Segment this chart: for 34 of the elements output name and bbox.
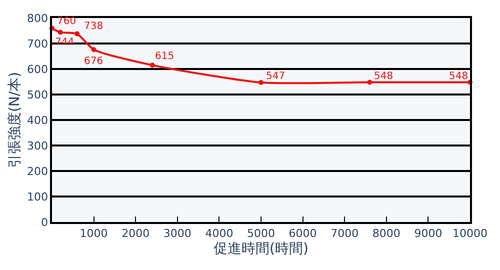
point bbox=[74, 31, 80, 36]
x-tick-label: 5000 bbox=[247, 226, 275, 240]
x-tick-label: 7000 bbox=[330, 226, 359, 240]
data-label: 676 bbox=[84, 56, 104, 67]
y-axis-title: 引張強度(N/本) bbox=[7, 72, 24, 168]
x-tick-label: 6000 bbox=[288, 226, 317, 240]
y-tick-label: 500 bbox=[27, 88, 48, 102]
x-tick-label: 9000 bbox=[414, 226, 442, 240]
y-tick-label: 600 bbox=[27, 62, 48, 76]
point bbox=[58, 30, 63, 35]
x-tick-label: 1000 bbox=[80, 226, 108, 240]
point bbox=[258, 80, 264, 86]
data-label: 547 bbox=[266, 71, 286, 82]
y-tick-label: 800 bbox=[27, 12, 48, 25]
data-label: 548 bbox=[449, 71, 468, 82]
data-label: 738 bbox=[84, 21, 104, 32]
point bbox=[91, 47, 96, 52]
y-tick-label: 200 bbox=[27, 164, 48, 178]
y-tick-label: 300 bbox=[27, 139, 48, 152]
data-label: 548 bbox=[374, 71, 394, 82]
x-tick-label: 3000 bbox=[163, 226, 192, 240]
data-label: 615 bbox=[155, 51, 174, 62]
x-tick-label: 2000 bbox=[122, 226, 150, 240]
x-tick-label: 4000 bbox=[205, 226, 234, 240]
x-axis-title: 促進時間(時間) bbox=[214, 240, 308, 257]
x-tick-label: 10000 bbox=[452, 226, 488, 240]
point bbox=[150, 62, 155, 68]
y-tick-label: 700 bbox=[27, 37, 48, 50]
point bbox=[367, 80, 372, 85]
y-tick-label: 0 bbox=[41, 216, 48, 229]
y-tick-label: 400 bbox=[27, 114, 48, 127]
data-label: 760 bbox=[57, 16, 76, 27]
x-tick-label: 8000 bbox=[372, 226, 400, 240]
y-tick-label: 100 bbox=[27, 190, 48, 204]
